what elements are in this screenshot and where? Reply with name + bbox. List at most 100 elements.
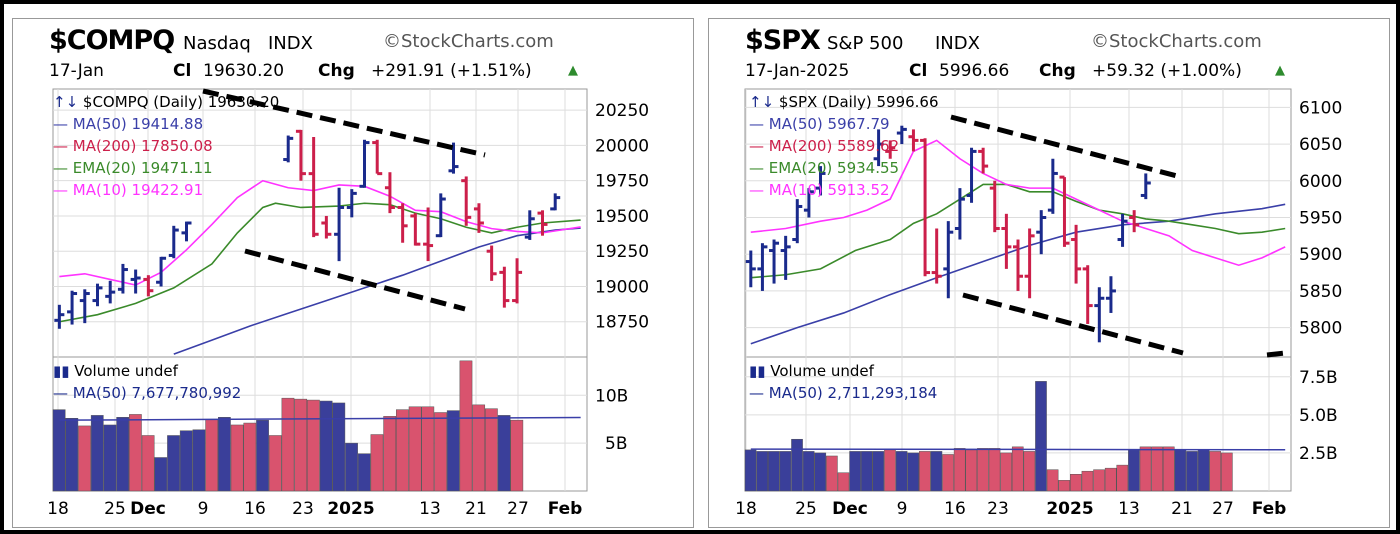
volume-bar — [307, 399, 320, 492]
x-tick-label: 2025 — [1046, 499, 1093, 519]
volume-bar — [357, 453, 371, 492]
x-tick-label: 9 — [897, 499, 908, 519]
ohlc-bar — [1082, 265, 1093, 324]
volume-bar — [1139, 446, 1152, 492]
volume-bar — [52, 409, 66, 492]
volume-bar — [744, 449, 757, 492]
legend-volume-ma: — MA(50) 2,711,293,184 — [749, 384, 938, 402]
ohlc-bar — [54, 304, 65, 329]
copyright-text: ©StockCharts.com — [383, 31, 554, 52]
ohlc-bar — [423, 207, 434, 262]
ohlc-bar — [321, 215, 332, 239]
volume-title-row: ▮▮ Volume undef — [53, 360, 241, 382]
x-tick-label: Feb — [1252, 499, 1287, 519]
change-value: +59.32 (+1.00%) — [1092, 61, 1242, 81]
volume-tick-label: 10B — [595, 386, 628, 406]
x-tick-label: 16 — [244, 499, 266, 519]
volume-bar — [167, 435, 180, 492]
trend-channel-line — [1266, 350, 1286, 358]
volume-bar — [872, 451, 885, 492]
volume-bar — [154, 457, 168, 492]
ma50-line — [173, 227, 581, 355]
trend-channel-line — [244, 248, 466, 312]
ohlc-bar — [780, 235, 791, 280]
volume-bar — [1151, 446, 1163, 492]
volume-bar — [1035, 381, 1047, 492]
ohlc-bar — [1036, 210, 1047, 255]
volume-bar — [434, 412, 447, 492]
volume-bar — [779, 451, 792, 492]
volume-bar — [319, 400, 333, 492]
volume-bar — [345, 442, 358, 492]
legend-ma200: — MA(200) 17850.08 — [53, 137, 213, 155]
volume-bar — [1093, 469, 1105, 492]
ohlc-bar — [550, 193, 561, 211]
volume-bars-icon: ▮▮ — [749, 362, 771, 380]
ohlc-bar — [486, 245, 497, 281]
volume-bar — [179, 430, 193, 492]
ema20-line — [59, 202, 581, 323]
ohlc-bar — [954, 188, 965, 240]
x-tick-label: 13 — [419, 499, 441, 519]
volume-bar — [1197, 449, 1210, 492]
volume-bar — [1070, 474, 1082, 492]
x-tick-label: 25 — [104, 499, 126, 519]
x-tick-label: 27 — [507, 499, 529, 519]
ohlc-bar — [79, 289, 90, 324]
volume-bar — [837, 472, 850, 492]
volume-bar — [256, 419, 269, 492]
legend-title-row: ↑↓ $SPX (Daily) 5996.66 — [749, 91, 939, 113]
ohlc-bar — [1105, 276, 1116, 313]
x-tick-label: Dec — [832, 499, 868, 519]
volume-bars-icon: ▮▮ — [53, 362, 75, 380]
x-tick-label: 16 — [944, 499, 966, 519]
volume-bar — [942, 454, 954, 492]
close-value: 19630.20 — [203, 61, 285, 81]
volume-bar — [129, 414, 142, 492]
volume-bar — [1081, 470, 1094, 492]
ohlc-bar — [410, 213, 421, 246]
up-arrow-icon: ▲ — [1275, 63, 1285, 78]
date-label: 17-Jan-2025 — [745, 61, 850, 81]
volume-bar — [472, 404, 486, 492]
chart-frame: 18750 19000 19250 19500 19750 20000 20250 5B 10B… — [4, 4, 1396, 530]
volume-bar — [1128, 449, 1140, 492]
ohlc-bar — [1059, 175, 1070, 247]
legend-title-row: ↑↓ $COMPQ (Daily) 19630.20 — [53, 91, 279, 113]
ma10-line — [750, 139, 1286, 267]
x-tick-label: 27 — [1212, 499, 1234, 519]
x-tick-label: 18 — [47, 499, 69, 519]
ohlc-bar — [168, 225, 179, 259]
ohlc-bar — [435, 193, 446, 238]
ohlc-bar — [1013, 239, 1023, 291]
ohlc-bar — [745, 250, 756, 288]
ohlc-bar — [1024, 228, 1035, 299]
legend-ema20: — EMA(20) 5934.55 — [749, 159, 900, 177]
ohlc-bar — [130, 269, 141, 294]
y-tick-label: 6000 — [1299, 172, 1342, 192]
legend-ma50: — MA(50) 19414.88 — [53, 115, 204, 133]
y-tick-label: 5850 — [1299, 282, 1342, 302]
y-tick-label: 5950 — [1299, 208, 1342, 228]
ohlc-bar — [908, 129, 919, 152]
x-tick-label: 2025 — [327, 499, 374, 519]
volume-bar — [826, 455, 838, 492]
ohlc-icon: ↑↓ — [53, 93, 83, 111]
ohlc-bar — [1001, 213, 1012, 269]
volume-bar — [396, 409, 409, 492]
volume-bar — [459, 360, 473, 492]
volume-bar — [230, 424, 244, 492]
ohlc-bar — [308, 136, 319, 238]
spx-chart-svg: 5800 5850 5900 5950 6000 6050 6100 2.5B 5.0B 7.5B… — [735, 88, 1342, 519]
ohlc-bar — [448, 142, 459, 174]
ohlc-bar — [896, 125, 907, 145]
volume-bar — [1023, 451, 1036, 492]
legend-ma200: — MA(200) 5589.62 — [749, 137, 900, 155]
ohlc-bar — [346, 189, 357, 218]
ohlc-bar — [1094, 287, 1105, 343]
index-name: S&P 500 — [827, 33, 904, 54]
volume-bar — [860, 451, 873, 492]
volume-bar — [90, 415, 104, 492]
volume-title: Volume undef — [770, 362, 874, 380]
x-tick-label: 21 — [465, 499, 487, 519]
